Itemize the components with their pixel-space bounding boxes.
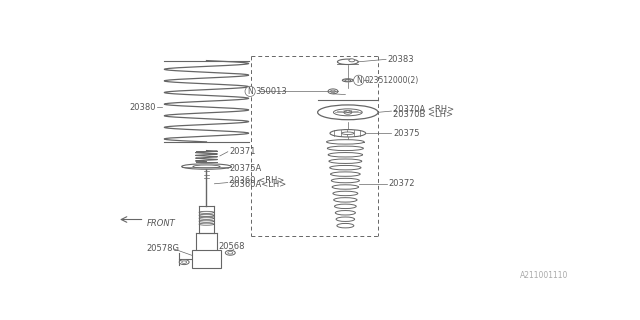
Ellipse shape xyxy=(337,59,358,65)
Circle shape xyxy=(328,89,338,94)
Ellipse shape xyxy=(333,191,358,196)
Circle shape xyxy=(228,252,233,254)
Ellipse shape xyxy=(335,211,355,215)
Ellipse shape xyxy=(199,223,214,225)
Ellipse shape xyxy=(330,130,365,137)
Ellipse shape xyxy=(333,198,357,202)
Text: A211001110: A211001110 xyxy=(520,271,568,280)
Text: 20360 <RH>: 20360 <RH> xyxy=(229,176,285,185)
Ellipse shape xyxy=(193,165,220,168)
Circle shape xyxy=(225,250,236,255)
Ellipse shape xyxy=(199,211,214,213)
Text: FRONT: FRONT xyxy=(147,220,176,228)
Text: 20383: 20383 xyxy=(388,55,414,64)
Ellipse shape xyxy=(327,146,364,150)
Text: N: N xyxy=(356,76,362,85)
Text: 20380: 20380 xyxy=(129,103,156,112)
Ellipse shape xyxy=(337,223,354,228)
Ellipse shape xyxy=(333,109,362,116)
Text: 350013: 350013 xyxy=(255,87,287,96)
Ellipse shape xyxy=(328,153,363,157)
Ellipse shape xyxy=(317,105,378,120)
Circle shape xyxy=(330,90,335,92)
Circle shape xyxy=(182,261,187,263)
Text: 20370B <LH>: 20370B <LH> xyxy=(393,110,453,119)
Text: 20375A: 20375A xyxy=(229,164,262,173)
Ellipse shape xyxy=(330,172,360,176)
Text: 20370A <RH>: 20370A <RH> xyxy=(393,105,454,114)
Text: 20372: 20372 xyxy=(388,179,415,188)
Text: 023512000(2): 023512000(2) xyxy=(364,76,419,85)
Text: 20360A<LH>: 20360A<LH> xyxy=(229,180,287,189)
Text: 20371: 20371 xyxy=(229,147,256,156)
Ellipse shape xyxy=(336,217,355,221)
Ellipse shape xyxy=(345,79,351,81)
Text: 20578G: 20578G xyxy=(146,244,179,253)
Ellipse shape xyxy=(342,132,354,134)
Ellipse shape xyxy=(335,204,356,209)
Bar xyxy=(191,250,221,268)
Circle shape xyxy=(179,260,189,265)
Ellipse shape xyxy=(330,165,361,170)
Ellipse shape xyxy=(326,140,364,144)
Circle shape xyxy=(349,59,355,62)
Ellipse shape xyxy=(199,220,214,222)
Ellipse shape xyxy=(342,79,353,82)
Circle shape xyxy=(344,110,352,114)
Ellipse shape xyxy=(199,217,214,219)
Text: N: N xyxy=(247,87,253,96)
Ellipse shape xyxy=(199,214,214,216)
Ellipse shape xyxy=(329,159,362,164)
Ellipse shape xyxy=(332,178,360,183)
Text: 20375: 20375 xyxy=(393,129,419,138)
Ellipse shape xyxy=(332,185,358,189)
Ellipse shape xyxy=(182,164,231,169)
Text: 20568: 20568 xyxy=(219,242,245,251)
